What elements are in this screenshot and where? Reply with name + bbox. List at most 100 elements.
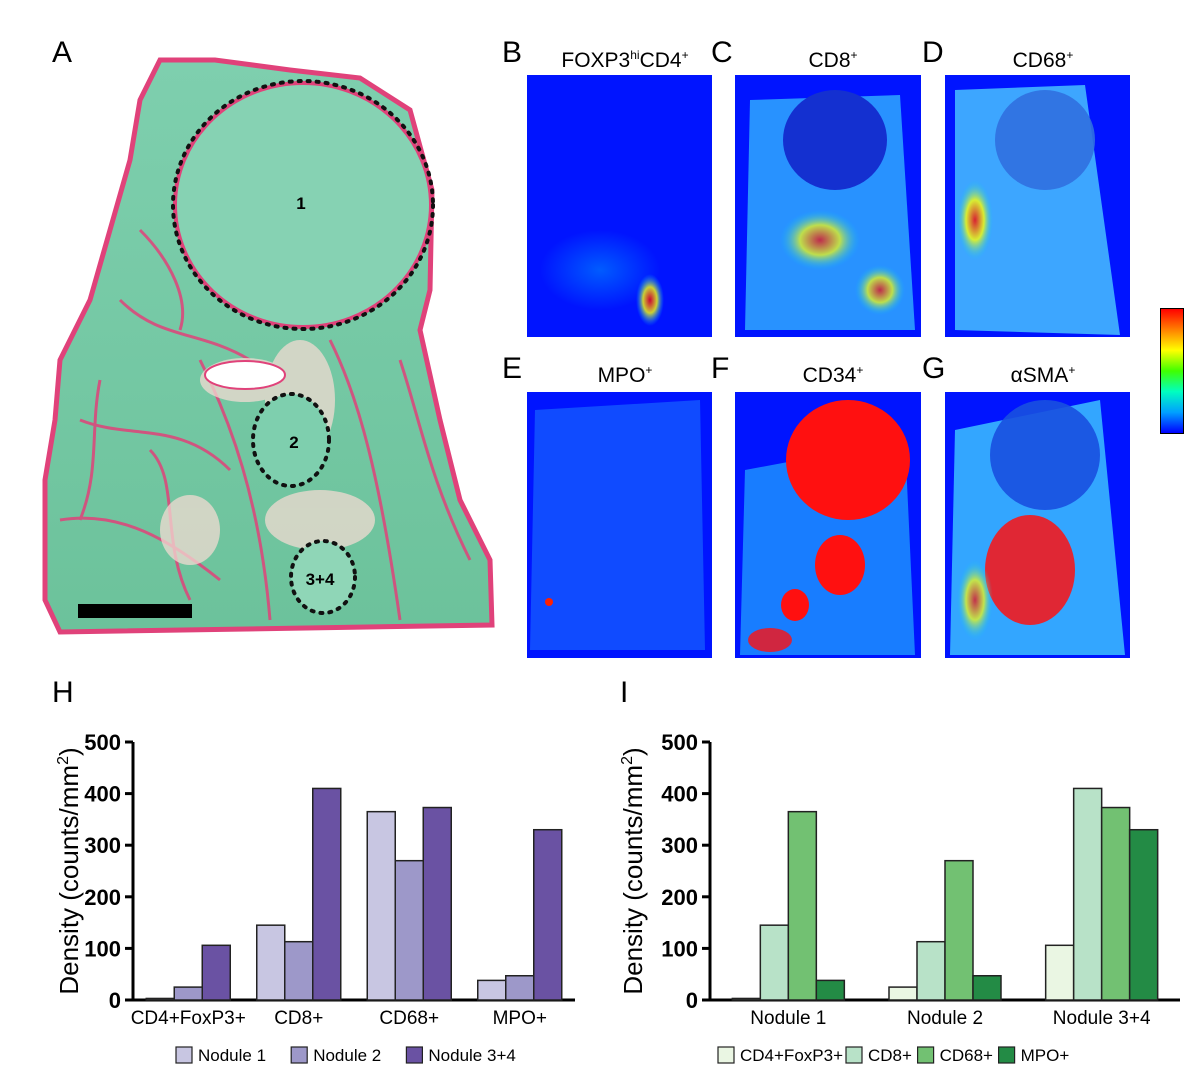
bar-chart-i: 0 100 200 300 400 500 Density (counts/mm2) Nodu… bbox=[618, 730, 1180, 1065]
x-category-label: MPO+ bbox=[493, 1008, 547, 1029]
panel-letter-g: G bbox=[922, 352, 946, 385]
y-tick-label: 0 bbox=[109, 988, 121, 1013]
tissue-outline bbox=[42, 57, 495, 635]
bar-nodule-1-2 bbox=[366, 810, 396, 1001]
panel-letter-d: D bbox=[922, 36, 944, 69]
bar-nodule-1-3 bbox=[477, 979, 507, 1001]
map-title-e: MPO+ bbox=[597, 363, 653, 387]
y-tick-label: 500 bbox=[84, 730, 121, 755]
bar-mpo--1 bbox=[972, 974, 1002, 1001]
y-tick-label: 0 bbox=[686, 988, 698, 1013]
legend-swatch bbox=[917, 1046, 935, 1064]
y-tick-label: 400 bbox=[84, 782, 121, 807]
bar-nodule-2-2 bbox=[394, 859, 424, 1001]
bar-mpo--0 bbox=[815, 979, 846, 1001]
map-title-f: CD34+ bbox=[802, 363, 864, 387]
bar-cd8--0 bbox=[759, 924, 790, 1001]
x-category-label: CD4+FoxP3+ bbox=[131, 1008, 246, 1029]
x-category-label: Nodule 3+4 bbox=[1053, 1008, 1151, 1029]
bar-nodule-1-0 bbox=[145, 997, 175, 1001]
nodule-2-label: 2 bbox=[289, 433, 298, 452]
panel-letter-e: E bbox=[502, 352, 523, 385]
y-axis-label-close: ) bbox=[618, 747, 648, 756]
bar-nodule-3-4-0 bbox=[201, 944, 231, 1001]
heatmap-grid bbox=[527, 75, 1130, 658]
bar-cd68--0 bbox=[787, 810, 818, 1001]
nodule-1-outline bbox=[171, 79, 435, 331]
legend-swatch bbox=[717, 1046, 735, 1064]
legend-label: MPO+ bbox=[1021, 1046, 1070, 1065]
y-axis-label-sup: 2 bbox=[55, 756, 72, 765]
bar-nodule-3-4-3 bbox=[533, 828, 563, 1001]
bar-cd4-foxp3--0 bbox=[731, 997, 762, 1001]
nodule-1-region bbox=[173, 81, 433, 329]
bar-nodule-2-0 bbox=[173, 986, 203, 1001]
x-category-label: Nodule 2 bbox=[907, 1008, 983, 1029]
heatmap-foxp3 bbox=[527, 75, 712, 337]
heatmap-asma bbox=[945, 392, 1130, 658]
panel-letter-f: F bbox=[711, 352, 730, 385]
nodule-1-label: 1 bbox=[296, 194, 305, 213]
legend-swatch bbox=[175, 1046, 193, 1064]
y-tick-label: 200 bbox=[661, 885, 698, 910]
y-tick-label: 400 bbox=[661, 782, 698, 807]
bar-cd68--2 bbox=[1100, 806, 1131, 1001]
panel-letter-h: H bbox=[52, 676, 74, 709]
scale-bar bbox=[78, 604, 192, 618]
colorbar bbox=[1160, 308, 1184, 434]
map-title-c: CD8+ bbox=[808, 48, 858, 72]
bar-nodule-2-3 bbox=[505, 974, 535, 1001]
bar-cd8--1 bbox=[916, 940, 946, 1001]
y-axis-label-main: Density (counts/mm bbox=[618, 765, 648, 995]
tissue-pale-zones bbox=[160, 340, 375, 565]
bar-nodule-1-1 bbox=[256, 924, 286, 1001]
legend-label: CD4+FoxP3+ bbox=[740, 1046, 843, 1065]
y-axis-label-close: ) bbox=[54, 747, 84, 756]
legend-swatch bbox=[845, 1046, 863, 1064]
x-category-label: CD8+ bbox=[274, 1008, 323, 1029]
map-title-b: FOXP3hiCD4+ bbox=[561, 48, 689, 72]
y-axis-label: Density (counts/mm2) bbox=[54, 747, 84, 994]
bar-mpo--2 bbox=[1128, 828, 1159, 1001]
panel-letter-i: I bbox=[620, 676, 629, 709]
panel-letter-a: A bbox=[52, 36, 73, 69]
heatmap-cd68 bbox=[945, 75, 1130, 337]
bar-cd68--1 bbox=[944, 859, 974, 1001]
bar-cd4-foxp3--1 bbox=[888, 986, 918, 1001]
legend-swatch bbox=[290, 1046, 308, 1064]
nodule-3-4-outline bbox=[289, 539, 357, 615]
y-tick-label: 100 bbox=[84, 936, 121, 961]
map-title-g: αSMA+ bbox=[1010, 363, 1076, 387]
bar-nodule-3-4-2 bbox=[422, 806, 452, 1001]
vessel-lumen bbox=[204, 360, 286, 390]
legend-label: Nodule 3+4 bbox=[428, 1046, 515, 1065]
y-tick-label: 300 bbox=[661, 833, 698, 858]
legend-label: CD68+ bbox=[940, 1046, 993, 1065]
nodule-2-outline bbox=[251, 392, 331, 488]
legend-label: CD8+ bbox=[868, 1046, 912, 1065]
bar-cd8--2 bbox=[1072, 787, 1103, 1001]
x-category-label: CD68+ bbox=[379, 1008, 439, 1029]
y-axis-label-main: Density (counts/mm bbox=[54, 765, 84, 995]
nodule-3-4-label: 3+4 bbox=[306, 570, 335, 589]
legend-swatch bbox=[405, 1046, 423, 1064]
y-tick-label: 500 bbox=[661, 730, 698, 755]
bar-nodule-2-1 bbox=[284, 940, 314, 1001]
x-category-label: Nodule 1 bbox=[750, 1008, 826, 1029]
y-tick-label: 100 bbox=[661, 936, 698, 961]
heatmap-cd34 bbox=[735, 392, 921, 658]
bar-cd4-foxp3--2 bbox=[1044, 944, 1075, 1001]
bar-nodule-3-4-1 bbox=[312, 787, 342, 1001]
y-axis-label-sup: 2 bbox=[619, 756, 636, 765]
heatmap-mpo bbox=[527, 392, 712, 658]
y-tick-label: 300 bbox=[84, 833, 121, 858]
y-tick-label: 200 bbox=[84, 885, 121, 910]
panel-letter-c: C bbox=[711, 36, 733, 69]
y-axis-label: Density (counts/mm2) bbox=[618, 747, 648, 994]
legend-swatch bbox=[998, 1046, 1016, 1064]
panel-letter-b: B bbox=[502, 36, 523, 69]
legend-label: Nodule 2 bbox=[313, 1046, 381, 1065]
legend-label: Nodule 1 bbox=[198, 1046, 266, 1065]
heatmap-cd8 bbox=[735, 75, 921, 337]
